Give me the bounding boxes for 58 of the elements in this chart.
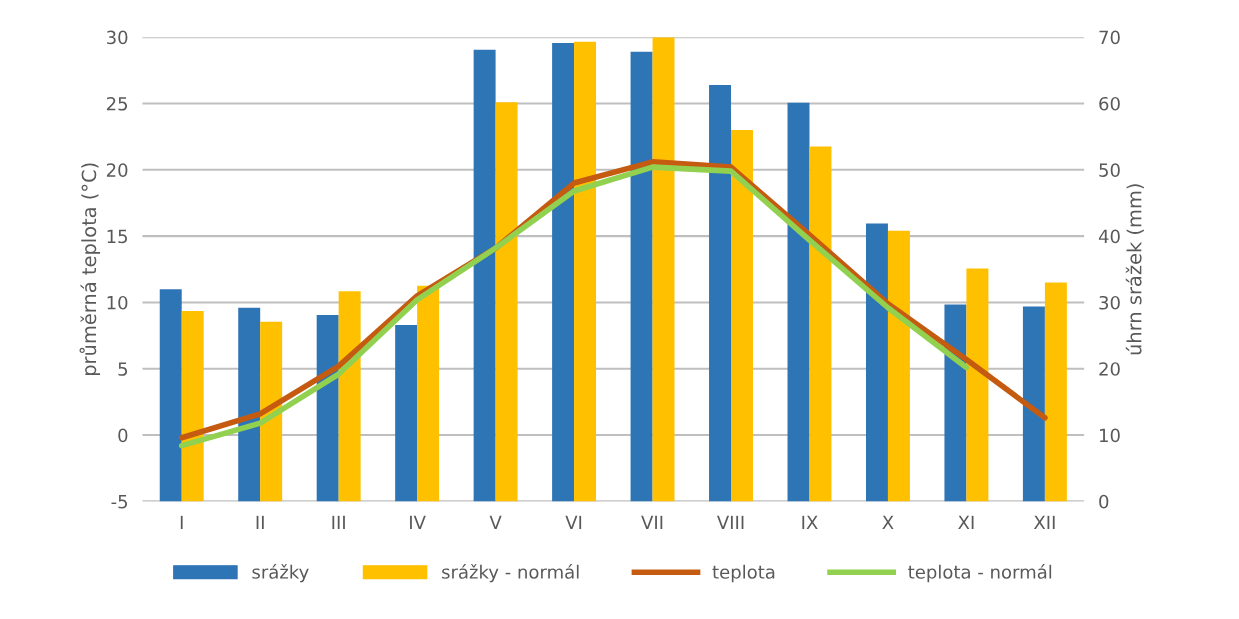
x-tick-label: VII — [641, 515, 663, 529]
x-tick-label: XII — [1033, 515, 1055, 529]
bar — [260, 321, 283, 502]
y2-tick-label: 10 — [1100, 428, 1120, 443]
bar — [709, 84, 732, 502]
bar — [887, 230, 910, 502]
x-tick-label: V — [489, 515, 502, 529]
bar — [159, 289, 182, 502]
bar — [865, 223, 888, 502]
bar — [181, 311, 204, 502]
legend-label: srážky - normál — [442, 564, 579, 583]
x-tick-label: II — [256, 515, 264, 529]
y-tick-label: 30 — [107, 30, 128, 45]
x-tick-label: VI — [565, 515, 582, 529]
y2-tick-label: 40 — [1098, 229, 1120, 244]
bar — [574, 41, 597, 502]
legend-label: srážky — [252, 564, 309, 583]
x-tick-label: XI — [958, 515, 974, 529]
bar — [338, 291, 361, 502]
x-tick-label: IX — [802, 515, 818, 529]
bar — [316, 315, 339, 502]
bar — [552, 43, 575, 502]
y-tick-label: 15 — [107, 229, 128, 244]
bar — [495, 102, 518, 502]
y-tick-label: 0 — [118, 428, 128, 443]
bar — [787, 102, 810, 502]
y-tick-label: 25 — [106, 96, 128, 111]
y-axis-title: průměrná teplota (°C) — [79, 163, 101, 376]
bar — [809, 146, 832, 502]
y-tick-label: -5 — [111, 495, 128, 509]
bar — [1022, 306, 1045, 502]
bar — [1044, 282, 1067, 502]
y2-tick-label: 50 — [1099, 163, 1120, 177]
y2-tick-label: 30 — [1099, 295, 1120, 310]
y2-axis-title: úhrn srážek (mm) — [1125, 184, 1144, 355]
legend-label: teplota - normál — [908, 564, 1052, 583]
y-tick-label: 10 — [107, 295, 128, 310]
bar — [395, 324, 418, 502]
legend-label: teplota — [712, 564, 775, 583]
x-tick-label: III — [332, 515, 345, 529]
bar — [652, 37, 675, 502]
x-tick-label: I — [180, 515, 183, 529]
bar — [473, 49, 496, 502]
y2-tick-label: 20 — [1099, 362, 1120, 376]
y2-tick-label: 70 — [1099, 30, 1120, 45]
x-tick-label: IV — [410, 515, 426, 529]
y-tick-label: 20 — [106, 163, 128, 177]
y2-tick-label: 0 — [1099, 494, 1109, 509]
bar — [944, 304, 967, 502]
bar — [731, 129, 753, 502]
bar — [630, 51, 653, 502]
bar — [966, 268, 989, 502]
bar — [417, 285, 440, 502]
bar — [238, 307, 261, 502]
x-tick-label: VIII — [716, 515, 744, 529]
y-tick-label: 5 — [118, 362, 128, 376]
x-tick-label: X — [882, 515, 894, 529]
y2-tick-label: 60 — [1099, 96, 1120, 111]
